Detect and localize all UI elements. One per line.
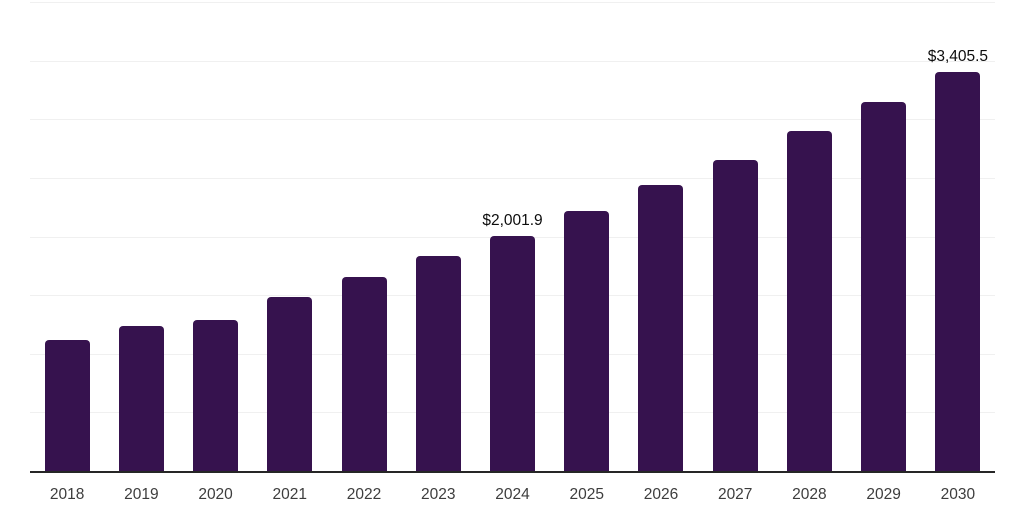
bar-2030: [935, 71, 981, 471]
x-tick-2020: 2020: [198, 486, 233, 503]
plot-area: 2018 2019 2020 2021 2022 2023 2024 $2,001.9 2025…: [30, 0, 995, 512]
value-label-2024: $2,001.9: [482, 212, 543, 230]
x-tick-2022: 2022: [346, 486, 382, 503]
gridline-2500: [30, 177, 995, 179]
bar-2026: [638, 185, 684, 471]
bar-2025: [564, 211, 610, 471]
bar-2023: [415, 256, 461, 471]
bar-2021: [267, 296, 313, 471]
gridline-3000: [30, 119, 995, 121]
x-tick-2030: 2030: [940, 486, 976, 503]
gridline-4000: [30, 2, 995, 3]
bar-2020: [193, 319, 239, 471]
bar-2028: [786, 130, 832, 471]
bar-2027: [712, 159, 758, 471]
value-label-2030: $3,405.5: [927, 47, 989, 65]
x-tick-2028: 2028: [792, 486, 827, 503]
bar-2018: [44, 339, 90, 471]
bar-2029: [861, 101, 907, 471]
gridline-3500: [30, 60, 995, 62]
x-tick-2027: 2027: [717, 486, 753, 503]
x-tick-2023: 2023: [421, 486, 456, 503]
x-tick-2024: 2024: [495, 486, 530, 503]
x-tick-2029: 2029: [866, 486, 901, 503]
bar-2024: [490, 236, 535, 471]
x-tick-2021: 2021: [272, 486, 308, 503]
x-tick-2025: 2025: [569, 486, 604, 503]
x-axis-line: [30, 471, 995, 473]
bar-2022: [341, 276, 387, 471]
x-tick-2018: 2018: [49, 486, 85, 503]
bar-2019: [118, 325, 164, 471]
x-tick-2019: 2019: [124, 486, 159, 503]
x-tick-2026: 2026: [643, 486, 679, 503]
